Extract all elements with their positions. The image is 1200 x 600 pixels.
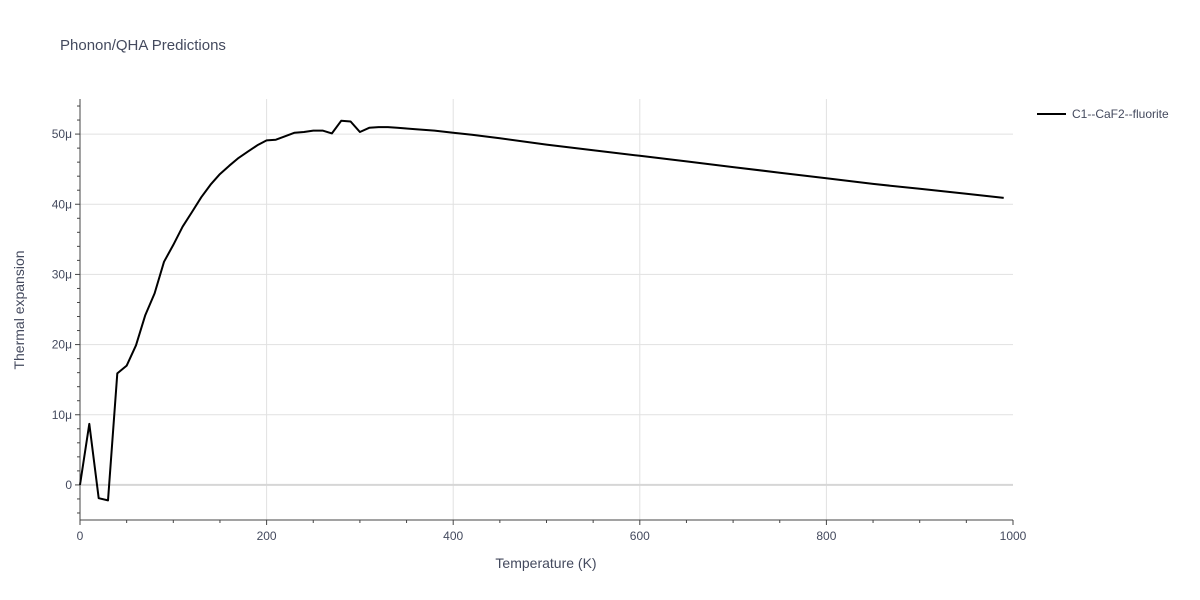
y-tick-label: 0	[65, 478, 72, 492]
axes: 0 200 400 600 800 1000 0 10μ 20μ 30μ 40μ 50μ	[52, 99, 1027, 543]
chart-title: Phonon/QHA Predictions	[60, 37, 226, 54]
grid	[80, 99, 1013, 520]
x-axis-title: Temperature (K)	[495, 555, 596, 571]
x-tick-label: 200	[257, 529, 277, 543]
x-tick-label: 0	[77, 529, 84, 543]
legend-label: C1--CaF2--fluorite	[1072, 107, 1169, 121]
series-layer	[79, 119, 1004, 502]
y-tick-label: 10μ	[52, 408, 72, 422]
y-tick-label: 20μ	[52, 338, 72, 352]
y-tick-label: 40μ	[52, 197, 72, 211]
x-tick-label: 1000	[1000, 529, 1027, 543]
y-tick-label: 30μ	[52, 267, 72, 281]
x-tick-label: 800	[816, 529, 836, 543]
legend[interactable]: C1--CaF2--fluorite	[1037, 107, 1169, 121]
y-axis-title: Thermal expansion	[11, 250, 27, 369]
x-tick-label: 400	[443, 529, 463, 543]
x-tick-label: 600	[630, 529, 650, 543]
y-tick-label: 50μ	[52, 127, 72, 141]
series-line	[79, 119, 1004, 502]
